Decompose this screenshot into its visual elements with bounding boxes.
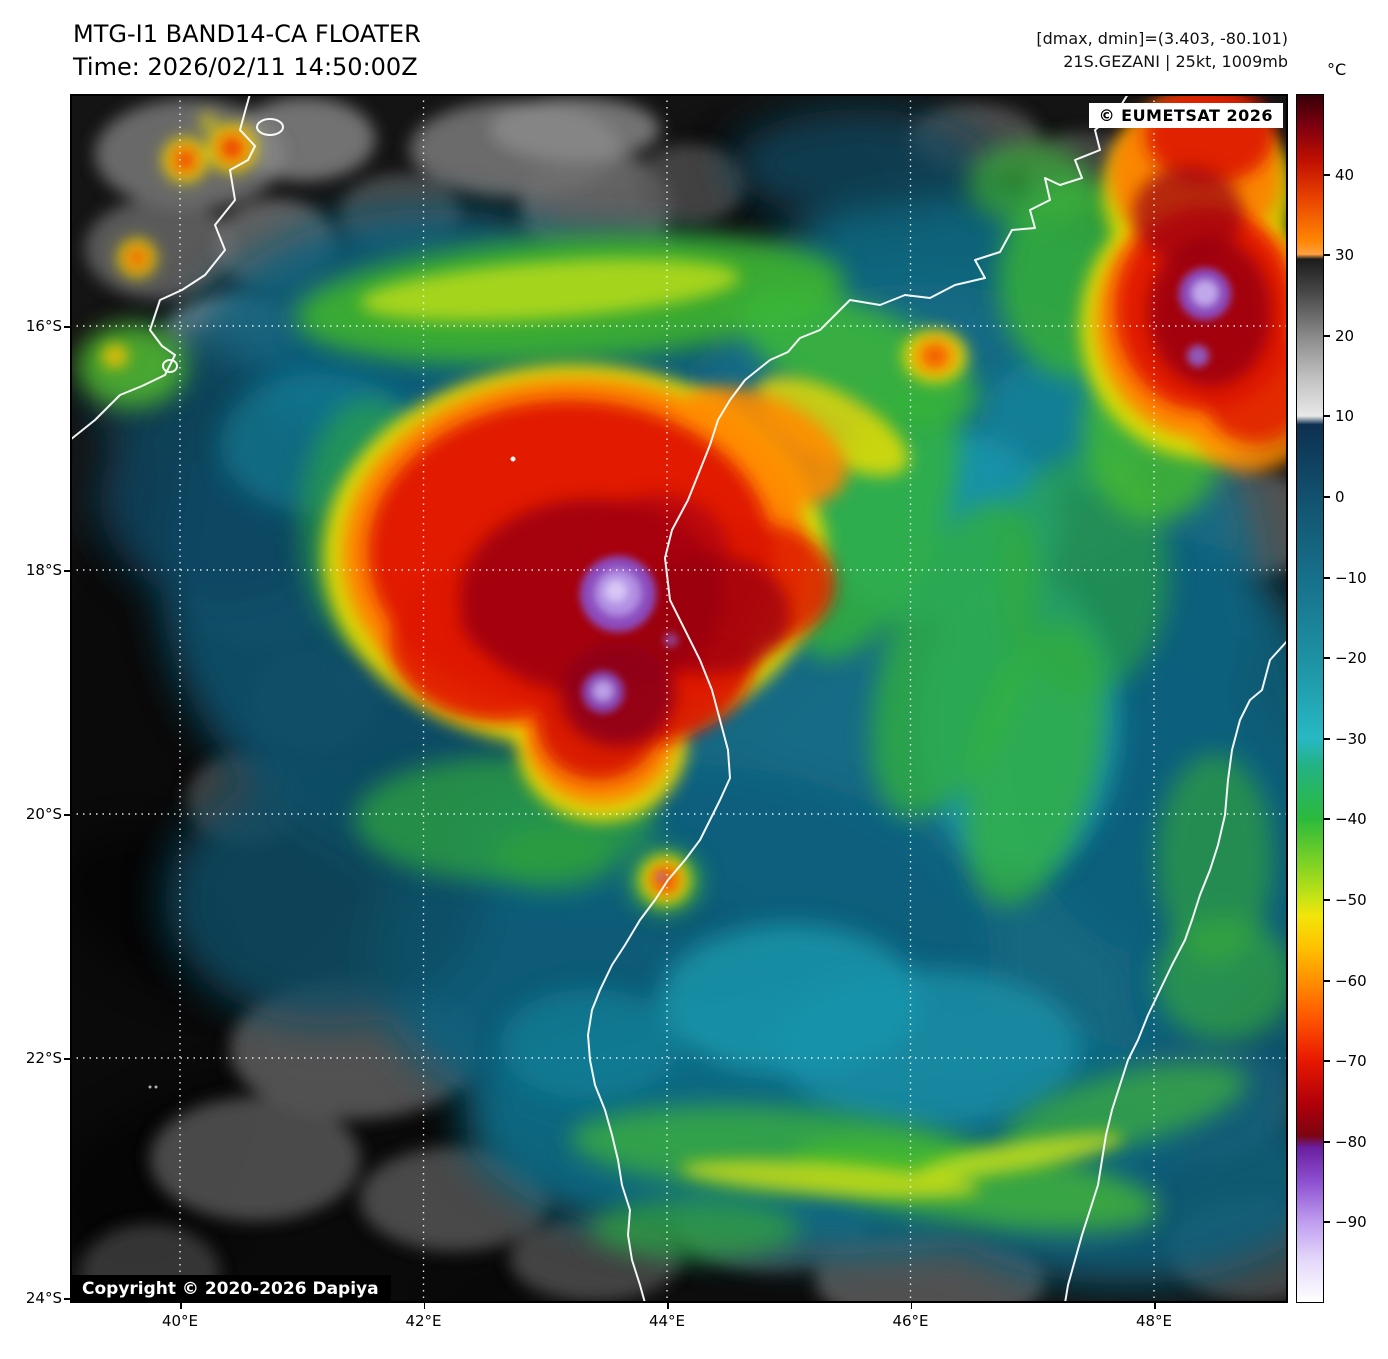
- axis-tick: [64, 1058, 70, 1060]
- dmax-dmin-annotation: [dmax, dmin]=(3.403, -80.101): [1036, 29, 1288, 48]
- lat-axis-label: 16°S: [25, 317, 62, 335]
- colorbar-tick: −30: [1324, 730, 1367, 748]
- tick-mark: [1324, 1060, 1330, 1062]
- tick-mark: [1324, 1141, 1330, 1143]
- island-offshore: [162, 359, 178, 373]
- colorbar-unit-label: °C: [1327, 60, 1347, 79]
- gridlines: [70, 94, 1288, 1303]
- purple-cold-cores: [580, 268, 1231, 881]
- coastline-madagascar-east: [1064, 639, 1288, 1303]
- tick-mark: [1324, 980, 1330, 982]
- lon-axis-label: 40°E: [161, 1312, 199, 1330]
- timestamp: Time: 2026/02/11 14:50:00Z: [73, 53, 418, 81]
- lat-axis-label: 22°S: [25, 1049, 62, 1067]
- colorbar-tick: −20: [1324, 649, 1367, 667]
- tick-label: −30: [1335, 730, 1367, 748]
- tick-label: −90: [1335, 1213, 1367, 1231]
- axis-tick: [1154, 1303, 1156, 1309]
- colorbar-tick: −80: [1324, 1133, 1367, 1151]
- axis-tick: [64, 814, 70, 816]
- lat-axis-label: 24°S: [25, 1289, 62, 1307]
- copyright-badge: Copyright © 2020-2026 Dapiya: [70, 1275, 391, 1303]
- tick-label: 30: [1335, 246, 1355, 264]
- island-north: [256, 118, 284, 136]
- tick-label: 10: [1335, 407, 1355, 425]
- coastline-mozambique: [70, 94, 256, 441]
- tick-mark: [1324, 254, 1330, 256]
- tick-mark: [1324, 818, 1330, 820]
- tick-mark: [1324, 1221, 1330, 1223]
- tick-mark: [1324, 174, 1330, 176]
- tick-label: 20: [1335, 327, 1355, 345]
- tick-mark: [1324, 577, 1330, 579]
- title-block: MTG-I1 BAND14-CA FLOATER Time: 2026/02/1…: [73, 18, 421, 84]
- tick-mark: [1324, 657, 1330, 659]
- lat-axis-label: 20°S: [25, 805, 62, 823]
- colorbar-tick: −40: [1324, 810, 1367, 828]
- tick-mark: [1324, 899, 1330, 901]
- tick-mark: [1324, 496, 1330, 498]
- colorbar-tick: −10: [1324, 569, 1367, 587]
- colorbar-tick: 10: [1324, 407, 1354, 425]
- axis-tick: [423, 1303, 425, 1309]
- lon-axis-label: 48°E: [1135, 1312, 1173, 1330]
- coastline-madagascar-west: [587, 94, 1129, 1303]
- tick-mark: [1324, 335, 1330, 337]
- tick-label: −60: [1335, 972, 1367, 990]
- bright-specks: [148, 456, 516, 1089]
- lon-axis-label: 46°E: [892, 1312, 929, 1330]
- annotation-block: [dmax, dmin]=(3.403, -80.101) 21S.GEZANI…: [1036, 27, 1288, 73]
- colorbar-tick: −50: [1324, 891, 1367, 909]
- tick-label: 40: [1335, 166, 1355, 184]
- lon-axis-label: 44°E: [648, 1312, 686, 1330]
- colorbar-tick: 30: [1324, 246, 1354, 264]
- lat-axis-label: 18°S: [25, 561, 62, 579]
- axis-tick: [667, 1303, 669, 1309]
- axis-tick: [180, 1303, 182, 1309]
- colorbar-tick: 20: [1324, 327, 1354, 345]
- tick-label: 0: [1335, 488, 1345, 506]
- page-title: MTG-I1 BAND14-CA FLOATER: [73, 20, 421, 48]
- colorbar-tick: −60: [1324, 972, 1367, 990]
- tick-label: −80: [1335, 1133, 1367, 1151]
- colorbar-tick: 40: [1324, 166, 1354, 184]
- eumetsat-credit-badge: © EUMETSAT 2026: [1088, 103, 1283, 128]
- storm-annotation: 21S.GEZANI | 25kt, 1009mb: [1063, 52, 1288, 71]
- tick-label: −10: [1335, 569, 1367, 587]
- satellite-image: [70, 94, 1288, 1303]
- tick-label: −20: [1335, 649, 1367, 667]
- axis-tick: [64, 326, 70, 328]
- axis-tick: [64, 570, 70, 572]
- lon-axis-label: 42°E: [405, 1312, 442, 1330]
- temperature-colorbar: [1296, 94, 1324, 1303]
- colorbar-tick: −90: [1324, 1213, 1367, 1231]
- tick-mark: [1324, 738, 1330, 740]
- tick-label: −40: [1335, 810, 1367, 828]
- coastlines: [70, 94, 1288, 1303]
- axis-tick: [64, 1298, 70, 1300]
- axis-tick: [910, 1303, 912, 1309]
- satellite-map: © EUMETSAT 2026 Copyright © 2020-2026 Da…: [70, 94, 1288, 1303]
- tick-label: −50: [1335, 891, 1367, 909]
- tick-mark: [1324, 415, 1330, 417]
- colorbar-tick: −70: [1324, 1052, 1367, 1070]
- tick-label: −70: [1335, 1052, 1367, 1070]
- colorbar-tick: 0: [1324, 488, 1345, 506]
